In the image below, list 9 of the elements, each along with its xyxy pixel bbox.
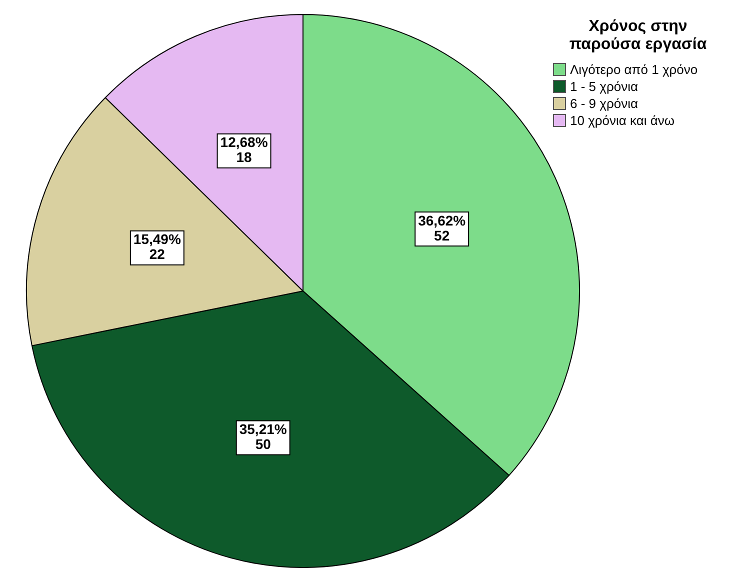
legend-label: 10 χρόνια και άνω: [570, 113, 675, 128]
data-label: 36,62% 52: [418, 212, 466, 244]
data-label: 35,21% 50: [239, 421, 288, 452]
legend-title: Χρόνος στην παρούσα εργασία: [568, 18, 708, 54]
legend-label: 6 - 9 χρόνια: [570, 96, 638, 111]
data-label: 12,68% 18: [220, 134, 268, 166]
legend-label: 1 - 5 χρόνια: [570, 79, 638, 94]
data-label: 15,49% 22: [133, 231, 182, 262]
legend-label: Λιγότερο από 1 χρόνο: [570, 62, 698, 77]
